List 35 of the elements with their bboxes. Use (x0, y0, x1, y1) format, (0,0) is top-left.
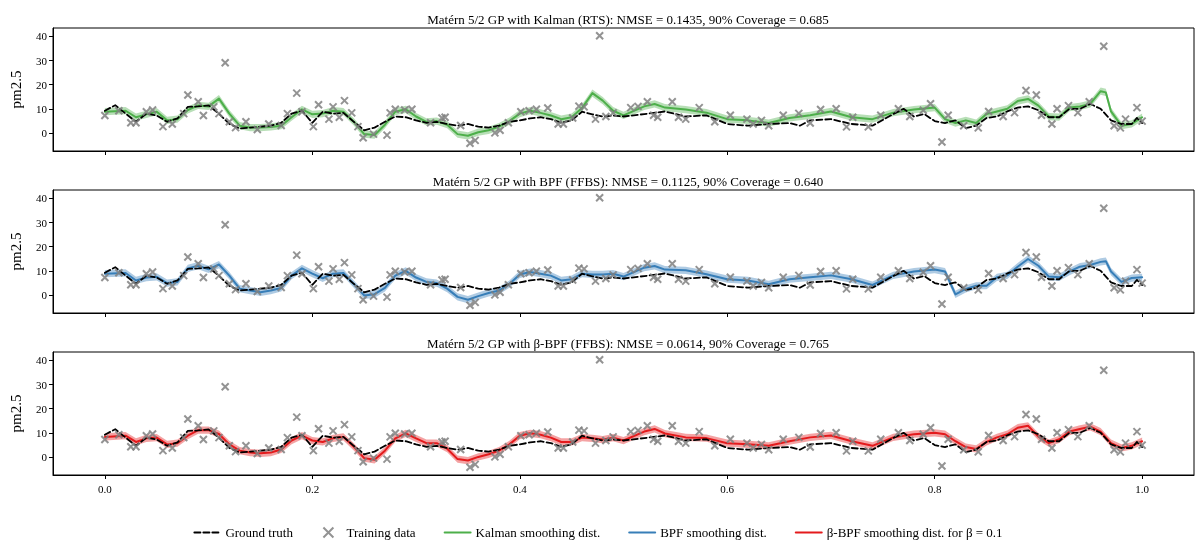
y-tick-label: 20 (36, 402, 48, 415)
y-axis-title: pm2.5 (7, 232, 24, 271)
y-tick-label: 40 (36, 354, 48, 367)
y-tick-label: 30 (36, 54, 48, 67)
chart-title: Matérn 5/2 GP with Kalman (RTS): NMSE = 0.1435, 90% Coverage = 0.685 (427, 12, 829, 27)
line-series (103, 265, 1144, 294)
legend-label: Training data (346, 525, 416, 540)
y-axis-title: pm2.5 (7, 394, 24, 433)
x-tick-label: 0.6 (720, 482, 735, 495)
chart-title: Matérn 5/2 GP with BPF (FFBS): NMSE = 0.1125, 90% Coverage = 0.640 (432, 174, 824, 189)
x-tick-label: 0.8 (927, 482, 943, 495)
y-tick-label: 40 (36, 192, 48, 205)
y-tick-label: 10 (36, 264, 48, 277)
x-tick-label: 0.4 (512, 482, 528, 495)
text: Kalman smoothing dist. (475, 525, 601, 540)
y-tick-label: 40 (36, 30, 48, 43)
y-tick-label: 10 (36, 426, 48, 439)
x-tick-label: 1.0 (1135, 482, 1150, 495)
y-tick-label: 0 (41, 126, 48, 139)
line-series (103, 427, 1144, 456)
y-tick-label: 30 (36, 216, 48, 229)
y-tick-label: 10 (36, 102, 48, 115)
x-tick-label: 0.0 (97, 482, 113, 495)
line-series (103, 103, 1144, 132)
chart-title: Matérn 5/2 GP with β-BPF (FFBS): NMSE = 0.0614, 90% Coverage = 0.765 (427, 336, 829, 351)
legend-label: β-BPF smoothing dist. for β = 0.1 (826, 525, 1003, 540)
y-tick-label: 0 (41, 288, 48, 301)
y-tick-label: 20 (36, 240, 48, 253)
y-tick-label: 20 (36, 78, 48, 91)
text: BPF smoothing dist. (660, 525, 767, 540)
legend-label: Ground truth (225, 525, 294, 540)
x-tick-label: 0.2 (305, 482, 320, 495)
y-tick-label: 30 (36, 378, 48, 391)
y-axis-title: pm2.5 (7, 70, 24, 109)
y-tick-label: 0 (41, 450, 48, 463)
